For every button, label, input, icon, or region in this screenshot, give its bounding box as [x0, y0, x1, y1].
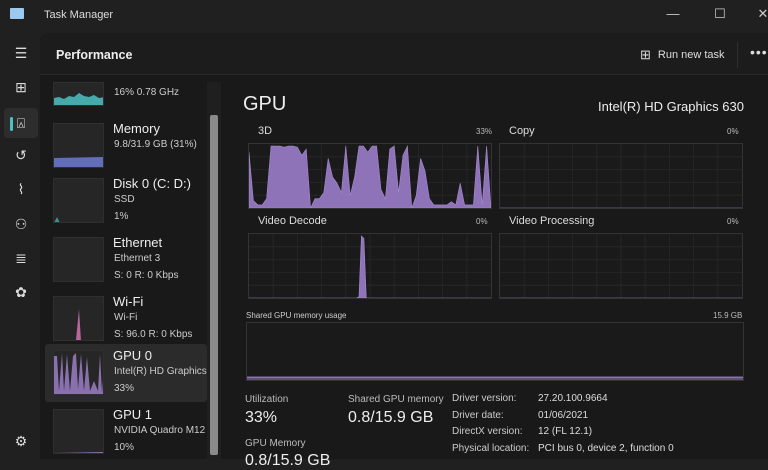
sidebar-item-title: Disk 0 (C: D:): [113, 176, 191, 191]
window-title: Task Manager: [44, 9, 114, 21]
detail-label: Physical location:: [452, 442, 530, 454]
services-icon[interactable]: ✿: [15, 284, 27, 300]
header-divider: [737, 42, 738, 68]
close-button[interactable]: ✕: [757, 6, 768, 21]
task-manager-app-icon: [10, 8, 24, 19]
engine-graph: [499, 143, 743, 209]
more-options-button[interactable]: •••: [750, 44, 768, 60]
engine-label[interactable]: Video Processing: [509, 215, 595, 227]
sidebar-thumbnail-series: [54, 452, 103, 453]
detail-value: 27.20.100.9664: [538, 393, 608, 404]
gpu-memory-value: 0.8/15.9 GB: [245, 452, 331, 469]
sidebar-thumbnail-graph: [53, 123, 104, 168]
sidebar-item-detail: Intel(R) HD Graphics: [114, 366, 207, 377]
engine-percent: 0%: [476, 217, 488, 226]
sidebar-thumbnail-graph: [53, 178, 104, 223]
sidebar-item-value: 1%: [114, 211, 129, 222]
sidebar-item-value: 33%: [114, 383, 135, 394]
page-title: Performance: [56, 48, 133, 62]
utilization-label: Utilization: [245, 394, 289, 405]
processes-icon[interactable]: ⊞: [15, 79, 27, 95]
sidebar-thumbnail-graph: [53, 350, 104, 395]
settings-icon[interactable]: ⚙: [14, 433, 28, 449]
shared-memory-graph-label: Shared GPU memory usage: [246, 311, 347, 320]
detail-label: DirectX version:: [452, 426, 523, 437]
shared-memory-graph: [246, 322, 744, 381]
engine-graph: [248, 143, 492, 209]
app-history-icon[interactable]: ↺: [15, 147, 27, 163]
detail-value: 12 (FL 12.1): [538, 426, 593, 437]
engine-label[interactable]: Video Decode: [258, 215, 327, 227]
header-bar: [40, 33, 768, 75]
details-icon[interactable]: ≣: [15, 250, 27, 266]
gpu-memory-label: GPU Memory: [245, 438, 306, 449]
sidebar-item-value: S: 96.0 R: 0 Kbps: [114, 329, 193, 340]
sidebar-item-detail: Ethernet 3: [114, 253, 161, 264]
detail-label: Driver date:: [452, 409, 504, 421]
engine-label[interactable]: 3D: [258, 125, 273, 137]
detail-value: 01/06/2021: [538, 409, 589, 421]
sidebar-thumbnail-graph: [53, 237, 104, 282]
sidebar-thumbnail-series: [54, 217, 74, 222]
engine-graph: [248, 233, 492, 299]
utilization-value: 33%: [245, 409, 278, 426]
detail-value: PCI bus 0, device 2, function 0: [538, 442, 674, 454]
sidebar-item-title: GPU 0: [113, 348, 153, 363]
engine-usage-area: [249, 144, 491, 208]
sidebar-item-detail: SSD: [114, 194, 135, 205]
sidebar-thumbnail-series: [54, 353, 103, 394]
run-new-task-label: Run new task: [657, 49, 725, 61]
sidebar-item-title: Memory: [113, 121, 160, 136]
users-icon[interactable]: ⚇: [14, 216, 28, 232]
shared-memory-label: Shared GPU memory: [348, 394, 444, 405]
sidebar-thumbnail-graph: [53, 409, 104, 454]
run-task-icon: ⊞: [640, 47, 651, 62]
sidebar-item[interactable]: 16% 0.78 GHz: [45, 82, 207, 140]
engine-percent: 0%: [727, 127, 739, 136]
sidebar-item[interactable]: Ethernet Ethernet 3 S: 0 R: 0 Kbps: [45, 231, 207, 289]
sidebar-scrollbar[interactable]: [210, 115, 218, 455]
sidebar-thumbnail-graph: [53, 296, 104, 341]
engine-graph: [499, 233, 743, 299]
resource-title: GPU: [243, 93, 287, 115]
menu-icon[interactable]: ☰: [14, 45, 28, 61]
sidebar-item-title: Ethernet: [113, 235, 163, 250]
sidebar-item-detail: 16% 0.78 GHz: [114, 87, 180, 98]
sidebar-item[interactable]: Memory 9.8/31.9 GB (31%): [45, 117, 207, 175]
device-name: Intel(R) HD Graphics 630: [598, 99, 744, 114]
sidebar-thumbnail-series: [54, 157, 103, 167]
shared-memory-value: 0.8/15.9 GB: [348, 409, 434, 426]
detail-label: Driver version:: [452, 393, 517, 404]
engine-percent: 33%: [476, 127, 493, 136]
title-bar: [0, 0, 768, 32]
sidebar-item-detail: Wi-Fi: [114, 312, 138, 323]
sidebar-thumbnail-graph: [53, 82, 104, 106]
run-new-task-button[interactable]: ⊞ Run new task: [640, 44, 725, 66]
sidebar-thumbnail-series: [76, 309, 81, 340]
sidebar-item-title: GPU 1: [113, 407, 153, 422]
sidebar-item-detail: 9.8/31.9 GB (31%): [114, 139, 197, 150]
performance-icon[interactable]: ⍓: [4, 108, 38, 138]
sidebar-item-value: S: 0 R: 0 Kbps: [114, 270, 179, 281]
engine-label[interactable]: Copy: [509, 125, 535, 137]
minimize-button[interactable]: —: [666, 6, 680, 21]
maximize-button[interactable]: ☐: [714, 6, 726, 21]
sidebar-item-value: 10%: [114, 442, 135, 453]
sidebar-item-detail: NVIDIA Quadro M12: [114, 425, 206, 436]
sidebar-item[interactable]: GPU 0 Intel(R) HD Graphics 33%: [45, 344, 207, 402]
sidebar-item[interactable]: Wi-Fi Wi-Fi S: 96.0 R: 0 Kbps: [45, 290, 207, 348]
engine-percent: 0%: [727, 217, 739, 226]
startup-icon[interactable]: ⌇: [17, 181, 25, 197]
sidebar-item-title: Wi-Fi: [113, 294, 144, 309]
sidebar-item[interactable]: GPU 1 NVIDIA Quadro M12 10%: [45, 403, 207, 461]
shared-memory-usage-fill: [247, 377, 743, 380]
shared-memory-graph-max: 15.9 GB: [713, 311, 743, 320]
active-indicator: [10, 117, 13, 131]
sidebar-thumbnail-series: [54, 93, 103, 105]
sidebar-item[interactable]: Disk 0 (C: D:) SSD 1%: [45, 172, 207, 230]
